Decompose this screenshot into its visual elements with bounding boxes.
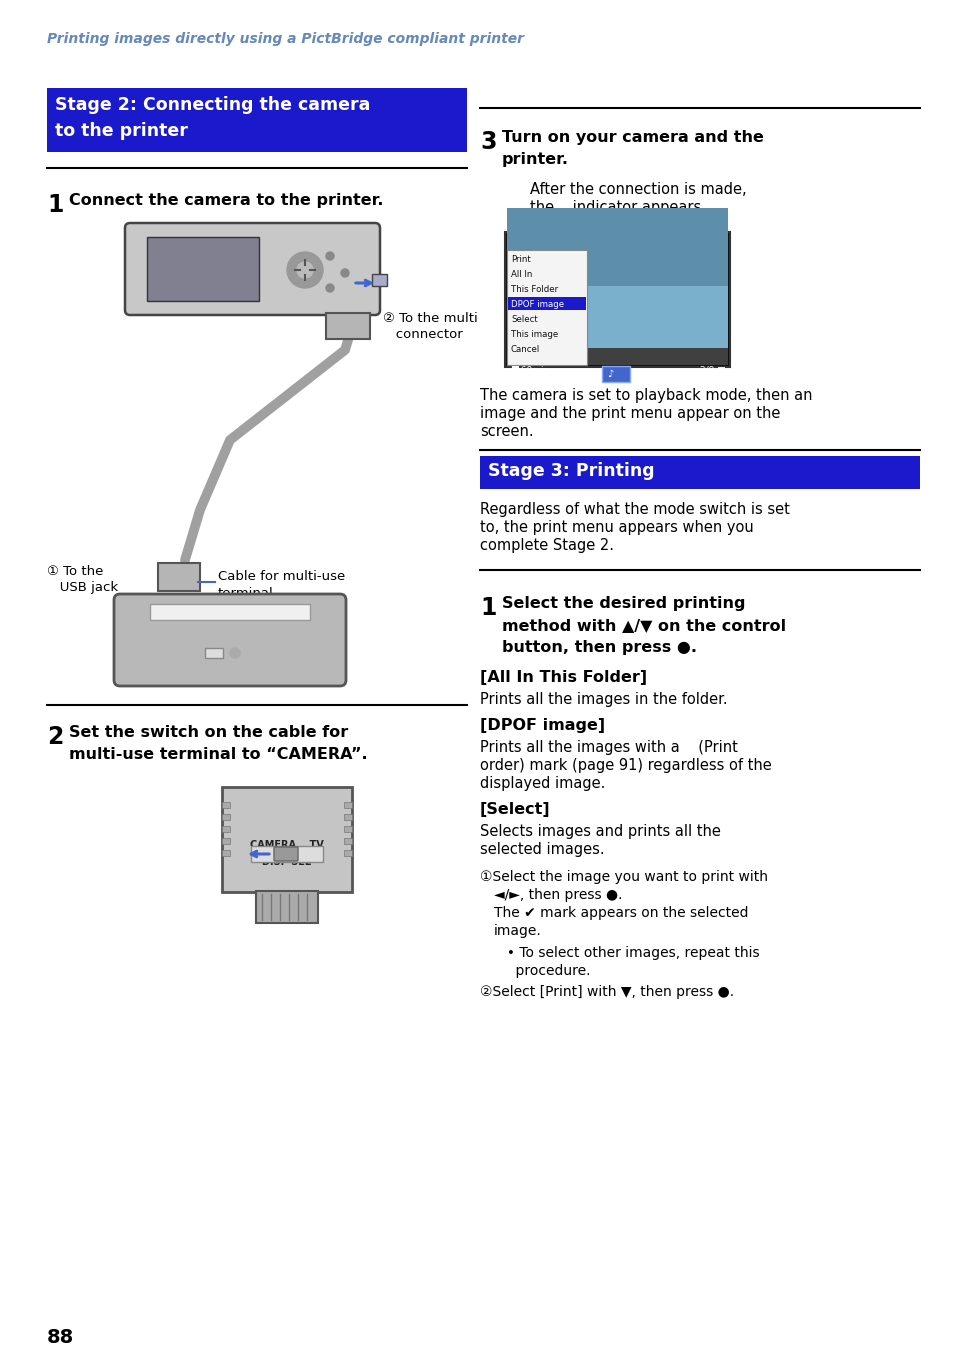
Circle shape — [340, 269, 349, 277]
Text: Select the desired printing: Select the desired printing — [501, 596, 744, 611]
Text: image and the print menu appear on the: image and the print menu appear on the — [479, 406, 780, 421]
Text: DPOF image: DPOF image — [511, 300, 563, 309]
Bar — [222, 814, 230, 820]
Text: order) mark (page 91) regardless of the: order) mark (page 91) regardless of the — [479, 759, 771, 773]
Text: Set the switch on the cable for: Set the switch on the cable for — [69, 725, 348, 740]
Text: 1: 1 — [47, 193, 63, 217]
Text: After the connection is made,: After the connection is made, — [530, 182, 746, 197]
Text: CAMERA    TV: CAMERA TV — [250, 840, 323, 849]
Text: Connect the camera to the printer.: Connect the camera to the printer. — [69, 193, 383, 208]
Text: connector: connector — [382, 328, 462, 341]
Bar — [344, 826, 352, 832]
Bar — [601, 366, 629, 383]
Text: 3: 3 — [479, 130, 496, 153]
Text: 2/9 ■: 2/9 ■ — [700, 366, 725, 375]
Text: USB jack: USB jack — [47, 581, 118, 594]
Text: printer.: printer. — [501, 152, 568, 167]
Bar — [222, 802, 230, 807]
Text: screen.: screen. — [479, 423, 533, 440]
Bar — [506, 250, 586, 365]
Text: [All In This Folder]: [All In This Folder] — [479, 670, 646, 685]
Bar — [344, 849, 352, 856]
Text: The camera is set to playback mode, then an: The camera is set to playback mode, then… — [479, 388, 812, 403]
Text: Prints all the images with a    (Print: Prints all the images with a (Print — [479, 740, 737, 754]
Text: 2: 2 — [47, 725, 63, 749]
Text: ① To the: ① To the — [47, 565, 103, 578]
Bar — [150, 604, 310, 620]
Bar — [479, 456, 919, 489]
FancyBboxPatch shape — [274, 847, 297, 860]
Text: Selects images and prints all the: Selects images and prints all the — [479, 824, 720, 839]
Text: button, then press ●.: button, then press ●. — [501, 641, 697, 655]
Bar — [222, 826, 230, 832]
Circle shape — [326, 252, 334, 261]
Text: Prints all the images in the folder.: Prints all the images in the folder. — [479, 692, 727, 707]
Bar — [372, 274, 387, 286]
Text: This image: This image — [511, 330, 558, 339]
Text: The ✔ mark appears on the selected: The ✔ mark appears on the selected — [494, 906, 748, 920]
Text: █ 60min: █ 60min — [511, 366, 549, 375]
Text: Print: Print — [511, 255, 530, 265]
Text: ①Select the image you want to print with: ①Select the image you want to print with — [479, 870, 767, 883]
Text: This Folder: This Folder — [511, 285, 558, 294]
Text: terminal: terminal — [218, 588, 274, 600]
Text: procedure.: procedure. — [497, 963, 590, 978]
FancyBboxPatch shape — [113, 594, 346, 687]
Text: image.: image. — [494, 924, 541, 938]
Text: Regardless of what the mode switch is set: Regardless of what the mode switch is se… — [479, 502, 789, 517]
Text: to, the print menu appears when you: to, the print menu appears when you — [479, 520, 753, 535]
Bar — [506, 347, 727, 365]
Text: Select: Select — [511, 315, 537, 324]
Text: [Select]: [Select] — [479, 802, 550, 817]
FancyBboxPatch shape — [158, 563, 200, 592]
Bar — [506, 286, 727, 365]
FancyBboxPatch shape — [147, 237, 258, 301]
Text: complete Stage 2.: complete Stage 2. — [479, 537, 614, 554]
Text: • To select other images, repeat this: • To select other images, repeat this — [497, 946, 759, 959]
FancyBboxPatch shape — [222, 787, 352, 892]
FancyBboxPatch shape — [255, 892, 317, 923]
Text: DISP SEL: DISP SEL — [262, 858, 312, 867]
Text: selected images.: selected images. — [479, 841, 604, 858]
Text: method with ▲/▼ on the control: method with ▲/▼ on the control — [501, 617, 785, 632]
Text: displayed image.: displayed image. — [479, 776, 605, 791]
Bar — [344, 814, 352, 820]
Text: Cancel: Cancel — [511, 345, 539, 354]
Text: All In: All In — [511, 270, 532, 280]
Bar — [507, 297, 585, 309]
Text: ②Select [Print] with ▼, then press ●.: ②Select [Print] with ▼, then press ●. — [479, 985, 734, 999]
Text: Stage 3: Printing: Stage 3: Printing — [488, 461, 654, 480]
Text: Cable for multi-use: Cable for multi-use — [218, 570, 345, 584]
Bar — [504, 232, 729, 366]
FancyBboxPatch shape — [125, 223, 379, 315]
Text: Stage 2: Connecting the camera: Stage 2: Connecting the camera — [55, 96, 370, 114]
Bar — [344, 839, 352, 844]
Circle shape — [230, 649, 240, 658]
Text: ◄/►, then press ●.: ◄/►, then press ●. — [494, 887, 622, 902]
Text: to the printer: to the printer — [55, 122, 188, 140]
Text: 1: 1 — [479, 596, 496, 620]
Text: 88: 88 — [47, 1329, 74, 1348]
Bar — [222, 839, 230, 844]
Circle shape — [287, 252, 323, 288]
Circle shape — [296, 262, 313, 278]
Text: ♪: ♪ — [606, 369, 613, 379]
FancyBboxPatch shape — [326, 313, 370, 339]
Circle shape — [326, 284, 334, 292]
Bar — [222, 849, 230, 856]
Text: the    indicator appears.: the indicator appears. — [530, 199, 705, 214]
Text: multi-use terminal to “CAMERA”.: multi-use terminal to “CAMERA”. — [69, 746, 367, 763]
Text: Turn on your camera and the: Turn on your camera and the — [501, 130, 763, 145]
Bar — [47, 88, 467, 152]
FancyBboxPatch shape — [251, 845, 323, 862]
Bar — [205, 649, 223, 658]
Bar — [506, 208, 727, 286]
Text: Printing images directly using a PictBridge compliant printer: Printing images directly using a PictBri… — [47, 33, 523, 46]
Bar — [344, 802, 352, 807]
Text: [DPOF image]: [DPOF image] — [479, 718, 604, 733]
Text: ② To the multi: ② To the multi — [382, 312, 477, 324]
